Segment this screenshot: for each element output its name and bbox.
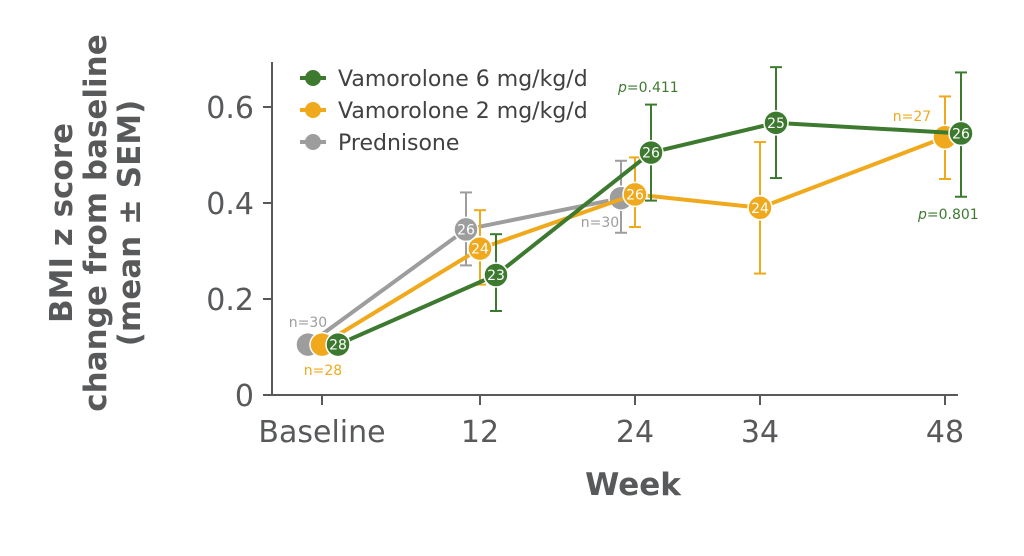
sample-size-annotation: n=30	[581, 215, 619, 231]
x-tick-label: 34	[741, 415, 779, 450]
data-point	[325, 331, 351, 358]
data-point	[622, 181, 648, 208]
series-2: 26	[295, 159, 634, 358]
legend-label: Prednisone	[338, 131, 459, 156]
legend-swatch-marker	[305, 102, 321, 118]
data-point-label: 23	[487, 268, 505, 284]
series-0: 28 23 26 25 26	[325, 66, 974, 358]
sample-size-annotation: n=30	[289, 315, 327, 331]
y-axis-title-line: change from baseline	[78, 34, 114, 412]
data-point	[453, 216, 479, 243]
y-tick-label: 0.4	[206, 187, 254, 222]
sample-size-annotation: n=28	[304, 363, 342, 379]
x-tick-label: Baseline	[258, 415, 385, 450]
data-point-label: 26	[626, 187, 644, 203]
data-point	[763, 110, 789, 136]
p-symbol: p	[917, 207, 927, 223]
p-value: =0.411	[627, 80, 679, 96]
data-point-label: 25	[767, 116, 785, 132]
data-point-label: 24	[471, 242, 489, 258]
legend-swatch-marker	[305, 70, 321, 86]
x-axis-title: Week	[585, 467, 682, 503]
data-point	[638, 139, 664, 166]
data-point-label: 26	[952, 126, 970, 142]
p-value-annotation: p=0.411	[617, 80, 679, 96]
p-value: =0.801	[927, 207, 979, 223]
legend: Vamorolone 6 mg/kg/d Vamorolone 2 mg/kg/d…	[300, 67, 588, 156]
data-point-label: 26	[457, 222, 475, 238]
y-axis-title-line: BMI z score	[44, 123, 80, 323]
p-value-annotation: p=0.801	[917, 207, 979, 223]
data-point	[948, 120, 974, 147]
axes: 0 0.2 0.4 0.6 Baseline 12 24 34 48	[206, 62, 964, 450]
data-point	[747, 195, 773, 221]
legend-swatch-marker	[305, 134, 321, 150]
data-point-label: 26	[642, 146, 660, 162]
y-tick-label: 0.2	[206, 283, 254, 318]
data-point-label: 28	[329, 338, 347, 354]
x-tick-label: 24	[616, 415, 654, 450]
sample-size-annotation: n=27	[893, 109, 931, 125]
x-tick-label: 12	[461, 415, 499, 450]
series-layer: 26 24 26 24 28 23 26 25 26	[295, 66, 974, 358]
data-point	[483, 262, 509, 288]
legend-label: Vamorolone 6 mg/kg/d	[338, 67, 588, 92]
y-axis-title-line: (mean ± SEM)	[112, 100, 148, 347]
data-point-label: 24	[751, 201, 769, 217]
y-tick-label: 0	[235, 379, 254, 414]
x-tick-label: 48	[926, 415, 964, 450]
data-point	[467, 235, 493, 262]
y-tick-label: 0.6	[206, 91, 254, 126]
legend-label: Vamorolone 2 mg/kg/d	[338, 99, 588, 124]
p-symbol: p	[617, 80, 627, 96]
